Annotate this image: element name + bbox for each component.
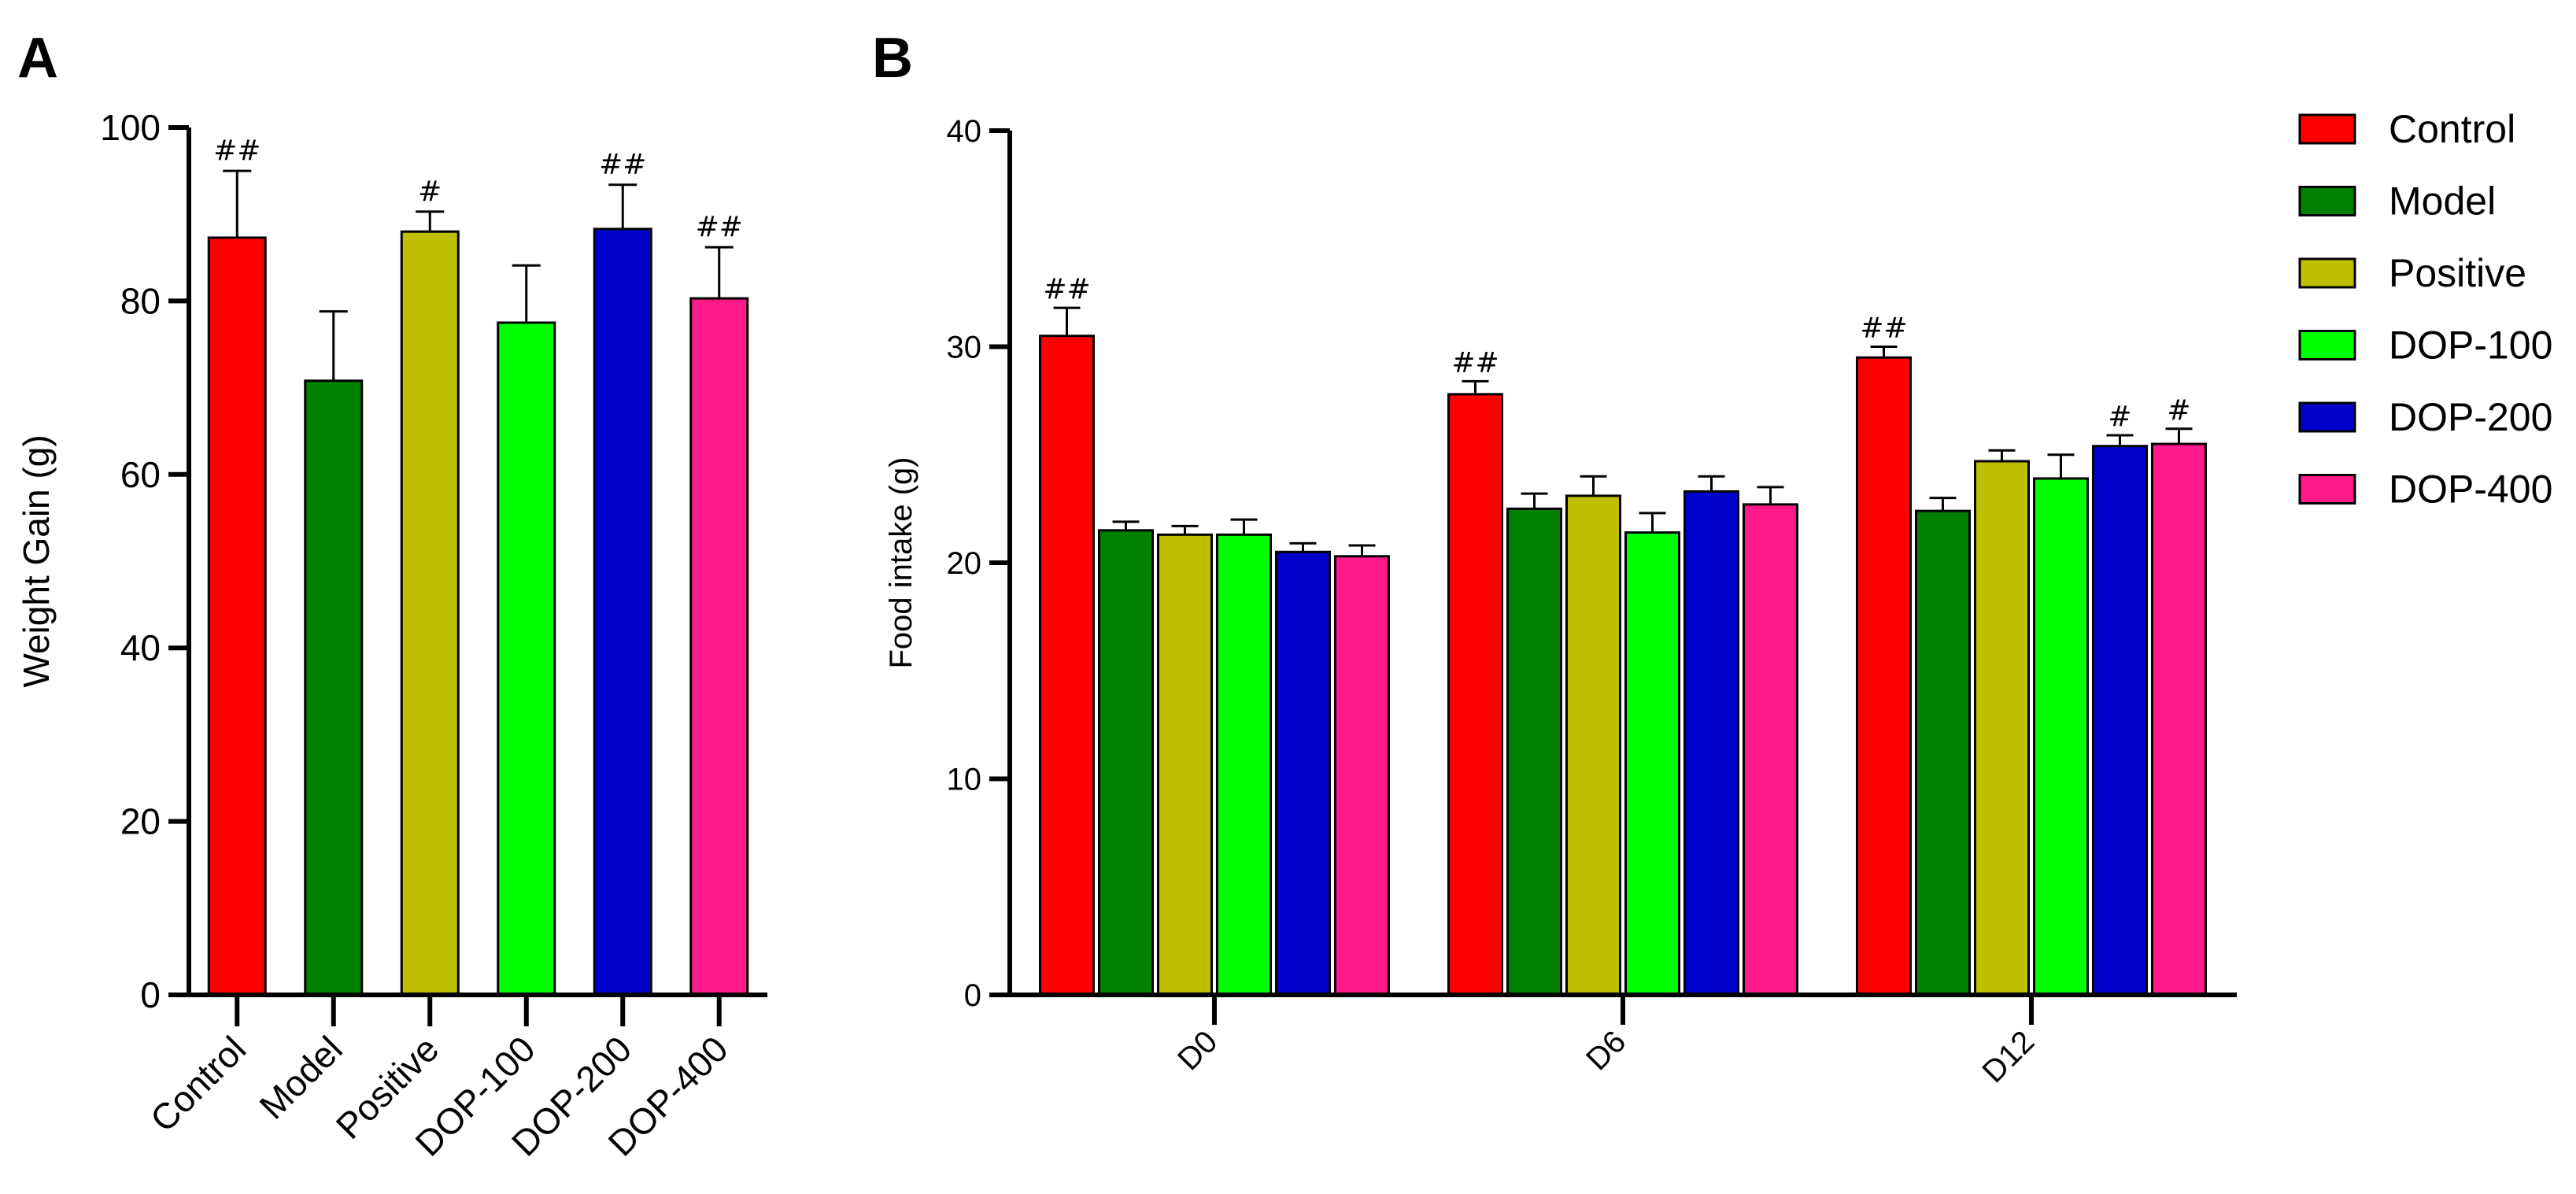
legend: Control Model Positive DOP-100 DOP-200 DOP-40… xyxy=(2298,107,2552,512)
bar-b-d0-dop-100 xyxy=(1216,533,1272,996)
y-tick-label-a: 100 xyxy=(100,107,161,148)
x-tick-label-a: Control xyxy=(142,1028,254,1140)
legend-label-dop-400: DOP-400 xyxy=(2389,468,2552,512)
legend-label-dop-200: DOP-200 xyxy=(2389,395,2552,439)
legend-swatch-positive xyxy=(2298,257,2356,289)
y-axis-title-a: Weight Gain (g) xyxy=(16,434,57,687)
bar-a-model xyxy=(304,379,364,996)
y-tick-label-a: 80 xyxy=(120,280,161,321)
y-tick-label-b: 30 xyxy=(947,331,982,365)
x-tick-label-b: D12 xyxy=(1975,1024,2041,1089)
bar-a-dop-400 xyxy=(689,297,749,996)
y-tick-label-b: 40 xyxy=(947,114,982,149)
bar-b-d0-control xyxy=(1039,335,1095,996)
bar-b-d0-dop-400 xyxy=(1334,555,1390,996)
legend-swatch-control xyxy=(2298,113,2356,145)
bar-b-d12-model xyxy=(1915,509,1971,996)
significance-label-b: ## xyxy=(1860,312,1907,345)
bar-b-d12-control xyxy=(1856,356,1912,996)
bar-b-d0-model xyxy=(1098,529,1154,996)
y-tick-label-a: 20 xyxy=(120,801,161,842)
y-tick-label-b: 10 xyxy=(947,763,982,797)
significance-label-a: ## xyxy=(599,149,646,181)
legend-label-model: Model xyxy=(2389,179,2496,224)
significance-label-a: ## xyxy=(213,135,261,167)
legend-swatch-dop-400 xyxy=(2298,474,2356,505)
significance-label-b: # xyxy=(2108,401,2131,433)
x-tick-label-b: D6 xyxy=(1580,1024,1632,1077)
bar-a-positive xyxy=(400,230,460,996)
bar-b-d6-control xyxy=(1447,393,1503,996)
bar-a-control xyxy=(207,236,267,996)
significance-label-b: # xyxy=(2167,394,2190,427)
significance-label-b: ## xyxy=(1043,273,1090,305)
panel-letter-a: A xyxy=(17,27,58,90)
legend-label-dop-100: DOP-100 xyxy=(2389,323,2552,368)
panel-letter-b: B xyxy=(872,27,913,90)
significance-label-a: # xyxy=(418,176,442,208)
y-tick-label-b: 0 xyxy=(964,978,981,1013)
bar-b-d6-dop-400 xyxy=(1743,503,1798,996)
bar-b-d0-dop-200 xyxy=(1275,550,1331,996)
legend-label-control: Control xyxy=(2389,107,2515,151)
legend-swatch-dop-100 xyxy=(2298,330,2356,360)
legend-label-positive: Positive xyxy=(2389,251,2526,295)
significance-label-a: ## xyxy=(696,211,743,243)
bar-b-d12-positive xyxy=(1974,460,2030,996)
bar-b-d12-dop-400 xyxy=(2151,442,2207,996)
bar-b-d6-positive xyxy=(1565,494,1621,996)
legend-swatch-dop-200 xyxy=(2298,401,2356,433)
bar-a-dop-100 xyxy=(497,321,556,996)
y-tick-label-a: 40 xyxy=(120,627,161,668)
y-tick-label-a: 60 xyxy=(120,454,161,495)
y-tick-label-a: 0 xyxy=(140,974,161,1015)
bar-b-d6-model xyxy=(1506,507,1562,996)
significance-label-b: ## xyxy=(1451,346,1499,379)
bar-b-d0-positive xyxy=(1157,533,1213,996)
bar-b-d6-dop-100 xyxy=(1624,531,1680,996)
bar-b-d12-dop-200 xyxy=(2092,445,2148,996)
bar-b-d12-dop-100 xyxy=(2033,477,2089,996)
y-axis-title-b: Food intake (g) xyxy=(884,457,918,668)
bar-a-dop-200 xyxy=(593,227,652,996)
y-tick-label-b: 20 xyxy=(947,546,982,581)
x-tick-label-b: D0 xyxy=(1171,1024,1224,1077)
bar-b-d6-dop-200 xyxy=(1683,490,1739,996)
legend-swatch-model xyxy=(2298,186,2356,216)
